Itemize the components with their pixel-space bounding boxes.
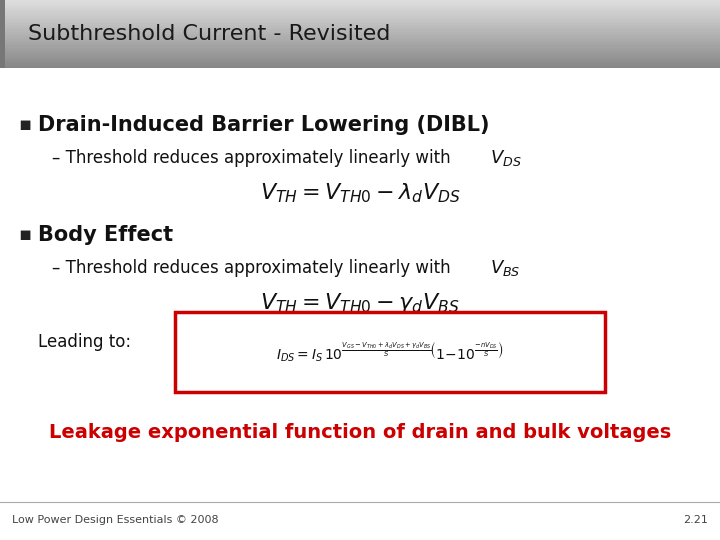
Bar xyxy=(0,18,720,21)
Bar xyxy=(0,32,720,34)
Text: $V_{TH}=V_{TH0}-\lambda_d V_{DS}$: $V_{TH}=V_{TH0}-\lambda_d V_{DS}$ xyxy=(260,181,460,205)
Bar xyxy=(0,11,720,14)
Bar xyxy=(0,2,720,4)
Bar xyxy=(0,4,720,7)
Text: ▪: ▪ xyxy=(18,116,31,134)
Text: $V_{BS}$: $V_{BS}$ xyxy=(490,258,521,278)
Bar xyxy=(0,48,720,50)
Bar xyxy=(0,45,720,48)
Bar xyxy=(0,38,720,41)
Text: – Threshold reduces approximately linearly with: – Threshold reduces approximately linear… xyxy=(52,259,456,277)
Bar xyxy=(0,16,720,18)
Bar xyxy=(0,59,720,61)
Text: ▪: ▪ xyxy=(18,226,31,245)
Bar xyxy=(175,312,605,392)
Bar xyxy=(0,68,720,540)
Bar xyxy=(0,25,720,27)
Bar xyxy=(0,21,720,23)
Bar xyxy=(0,66,720,68)
Bar xyxy=(0,52,720,55)
Bar xyxy=(0,43,720,45)
Bar xyxy=(0,55,720,57)
Text: Subthreshold Current - Revisited: Subthreshold Current - Revisited xyxy=(28,24,390,44)
Bar xyxy=(0,61,720,64)
Bar xyxy=(0,9,720,11)
Bar xyxy=(0,0,720,2)
Text: – Threshold reduces approximately linearly with: – Threshold reduces approximately linear… xyxy=(52,149,456,167)
Bar xyxy=(0,57,720,59)
Text: $V_{TH}=V_{TH0}-\gamma_d V_{BS}$: $V_{TH}=V_{TH0}-\gamma_d V_{BS}$ xyxy=(260,291,460,315)
Text: 2.21: 2.21 xyxy=(683,515,708,525)
Bar xyxy=(0,23,720,25)
Bar xyxy=(0,64,720,66)
Text: $I_{DS}=I_S\,10^{\frac{V_{GS}-V_{TH0}+\lambda_d V_{DS}+\gamma_d V_{BS}}{S}}\!\le: $I_{DS}=I_S\,10^{\frac{V_{GS}-V_{TH0}+\l… xyxy=(276,340,504,364)
Text: Leading to:: Leading to: xyxy=(38,333,131,351)
Bar xyxy=(0,41,720,43)
Bar xyxy=(0,27,720,30)
Bar xyxy=(0,50,720,52)
Bar xyxy=(0,36,720,38)
Text: Low Power Design Essentials © 2008: Low Power Design Essentials © 2008 xyxy=(12,515,219,525)
Text: $V_{DS}$: $V_{DS}$ xyxy=(490,148,521,168)
Bar xyxy=(0,0,5,68)
Bar xyxy=(0,30,720,32)
Text: Body Effect: Body Effect xyxy=(38,225,173,245)
Bar xyxy=(0,34,720,36)
Bar xyxy=(0,7,720,9)
Bar xyxy=(0,14,720,16)
Text: Drain-Induced Barrier Lowering (DIBL): Drain-Induced Barrier Lowering (DIBL) xyxy=(38,115,490,135)
Text: Leakage exponential function of drain and bulk voltages: Leakage exponential function of drain an… xyxy=(49,422,671,442)
